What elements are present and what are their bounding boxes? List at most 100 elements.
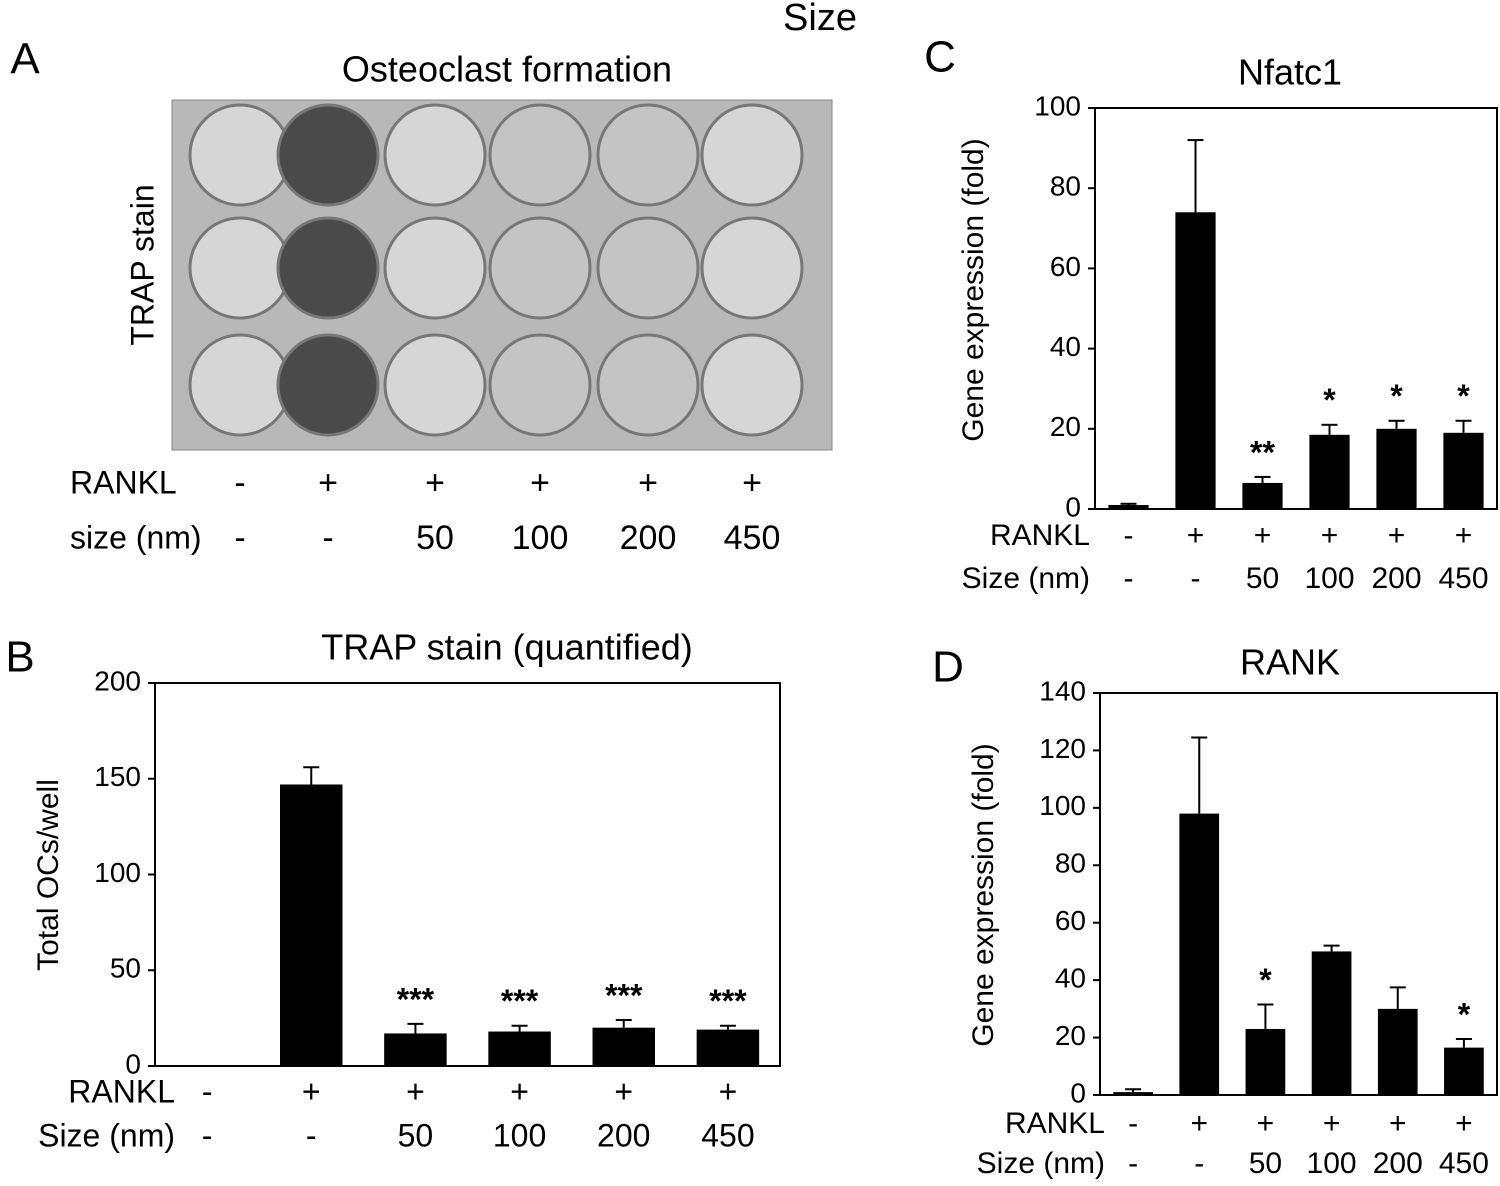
x-tick-label: +	[1323, 1107, 1341, 1140]
chart-title: TRAP stain (quantified)	[321, 627, 693, 668]
x-tick-label: +	[1257, 1107, 1275, 1140]
x-tick-label: -	[1128, 1107, 1138, 1140]
y-tick-label: 140	[1039, 675, 1086, 706]
error-bar	[1187, 139, 1204, 213]
row-label: RANKL	[70, 464, 177, 500]
chart-title: Nfatc1	[1238, 52, 1342, 93]
well	[188, 216, 292, 320]
row-label: Size (nm)	[38, 1117, 175, 1153]
bar	[1311, 951, 1352, 1095]
well	[276, 216, 380, 320]
bar	[1179, 813, 1220, 1095]
x-tick-label: 200	[597, 1117, 650, 1153]
y-axis-label: Gene expression (fold)	[967, 743, 1000, 1047]
bar	[488, 1031, 551, 1066]
y-tick-label: 20	[1055, 1020, 1086, 1051]
bar	[1376, 428, 1417, 509]
x-tick-label: -	[1194, 1147, 1204, 1180]
error-bar	[1120, 502, 1137, 505]
well	[383, 103, 487, 207]
row-value: +	[530, 464, 550, 502]
y-tick-label: 80	[1055, 848, 1086, 879]
row-value: -	[234, 464, 245, 502]
panel-letter: B	[5, 633, 34, 682]
x-tick-label: +	[1389, 1107, 1407, 1140]
panel-letter: D	[932, 643, 964, 692]
error-bar	[719, 1024, 736, 1030]
bar	[384, 1033, 447, 1066]
row-label: Size (nm)	[962, 562, 1090, 595]
well	[276, 103, 380, 207]
bar	[1108, 504, 1149, 509]
figure-title: Size	[783, 0, 857, 39]
row-label: RANKL	[68, 1073, 175, 1109]
error-bar	[1455, 1038, 1472, 1048]
x-tick-label: -	[202, 1117, 213, 1153]
row-value: 450	[724, 519, 781, 557]
x-tick-label: 200	[1371, 562, 1421, 595]
well	[488, 103, 592, 207]
error-bar	[1257, 1003, 1274, 1029]
significance: ***	[605, 977, 643, 1013]
row-value: +	[318, 464, 338, 502]
x-tick-label: 100	[1307, 1147, 1357, 1180]
x-tick-label: 50	[398, 1117, 434, 1153]
y-axis-label: Total OCs/well	[32, 779, 65, 971]
error-bar	[511, 1024, 528, 1032]
well	[488, 216, 592, 320]
y-axis-label: Gene expression (fold)	[957, 138, 990, 442]
well	[488, 333, 592, 437]
x-tick-label: +	[1455, 1107, 1473, 1140]
side-label: TRAP stain	[124, 184, 160, 345]
x-tick-label: +	[1187, 519, 1205, 552]
error-bar	[1455, 419, 1472, 433]
x-tick-label: 450	[1439, 1147, 1489, 1180]
y-tick-label: 100	[1039, 790, 1086, 821]
error-bar	[1125, 1088, 1142, 1093]
x-tick-label: +	[1190, 1107, 1208, 1140]
well	[700, 103, 804, 207]
x-tick-label: 450	[701, 1117, 754, 1153]
y-tick-label: 0	[1070, 1077, 1086, 1108]
well	[188, 333, 292, 437]
plot-frame	[1094, 107, 1498, 510]
well	[188, 103, 292, 207]
significance: *	[1390, 378, 1403, 414]
x-tick-label: +	[719, 1073, 738, 1109]
row-value: +	[638, 464, 658, 502]
significance: *	[1259, 962, 1272, 998]
bar	[1113, 1092, 1153, 1095]
bar	[1377, 1008, 1418, 1095]
bar	[280, 784, 343, 1066]
bar	[592, 1027, 655, 1066]
x-tick-label: +	[510, 1073, 529, 1109]
x-tick-label: -	[1124, 562, 1134, 595]
y-tick-label: 50	[110, 953, 141, 984]
well	[596, 216, 700, 320]
well	[276, 333, 380, 437]
row-value: 100	[512, 519, 569, 557]
x-tick-label: 100	[1304, 562, 1354, 595]
x-tick-label: 200	[1373, 1147, 1423, 1180]
y-tick-label: 0	[125, 1048, 141, 1079]
row-value: 200	[620, 519, 677, 557]
bar	[1175, 212, 1216, 509]
panel-title: Osteoclast formation	[342, 49, 672, 90]
panel-letter: C	[924, 33, 956, 82]
x-tick-label: +	[1455, 519, 1473, 552]
significance: *	[1458, 996, 1471, 1032]
panel-letter: A	[10, 35, 40, 84]
significance: *	[1457, 378, 1470, 414]
row-value: -	[322, 519, 333, 557]
row-label: size (nm)	[70, 519, 202, 555]
x-tick-label: +	[1254, 519, 1272, 552]
y-tick-label: 100	[94, 857, 141, 888]
error-bar	[303, 766, 320, 785]
row-label: Size (nm)	[977, 1147, 1105, 1180]
y-tick-label: 200	[94, 665, 141, 696]
bar	[1443, 432, 1484, 509]
y-tick-label: 40	[1055, 963, 1086, 994]
x-tick-label: -	[1124, 519, 1134, 552]
x-tick-label: +	[302, 1073, 321, 1109]
